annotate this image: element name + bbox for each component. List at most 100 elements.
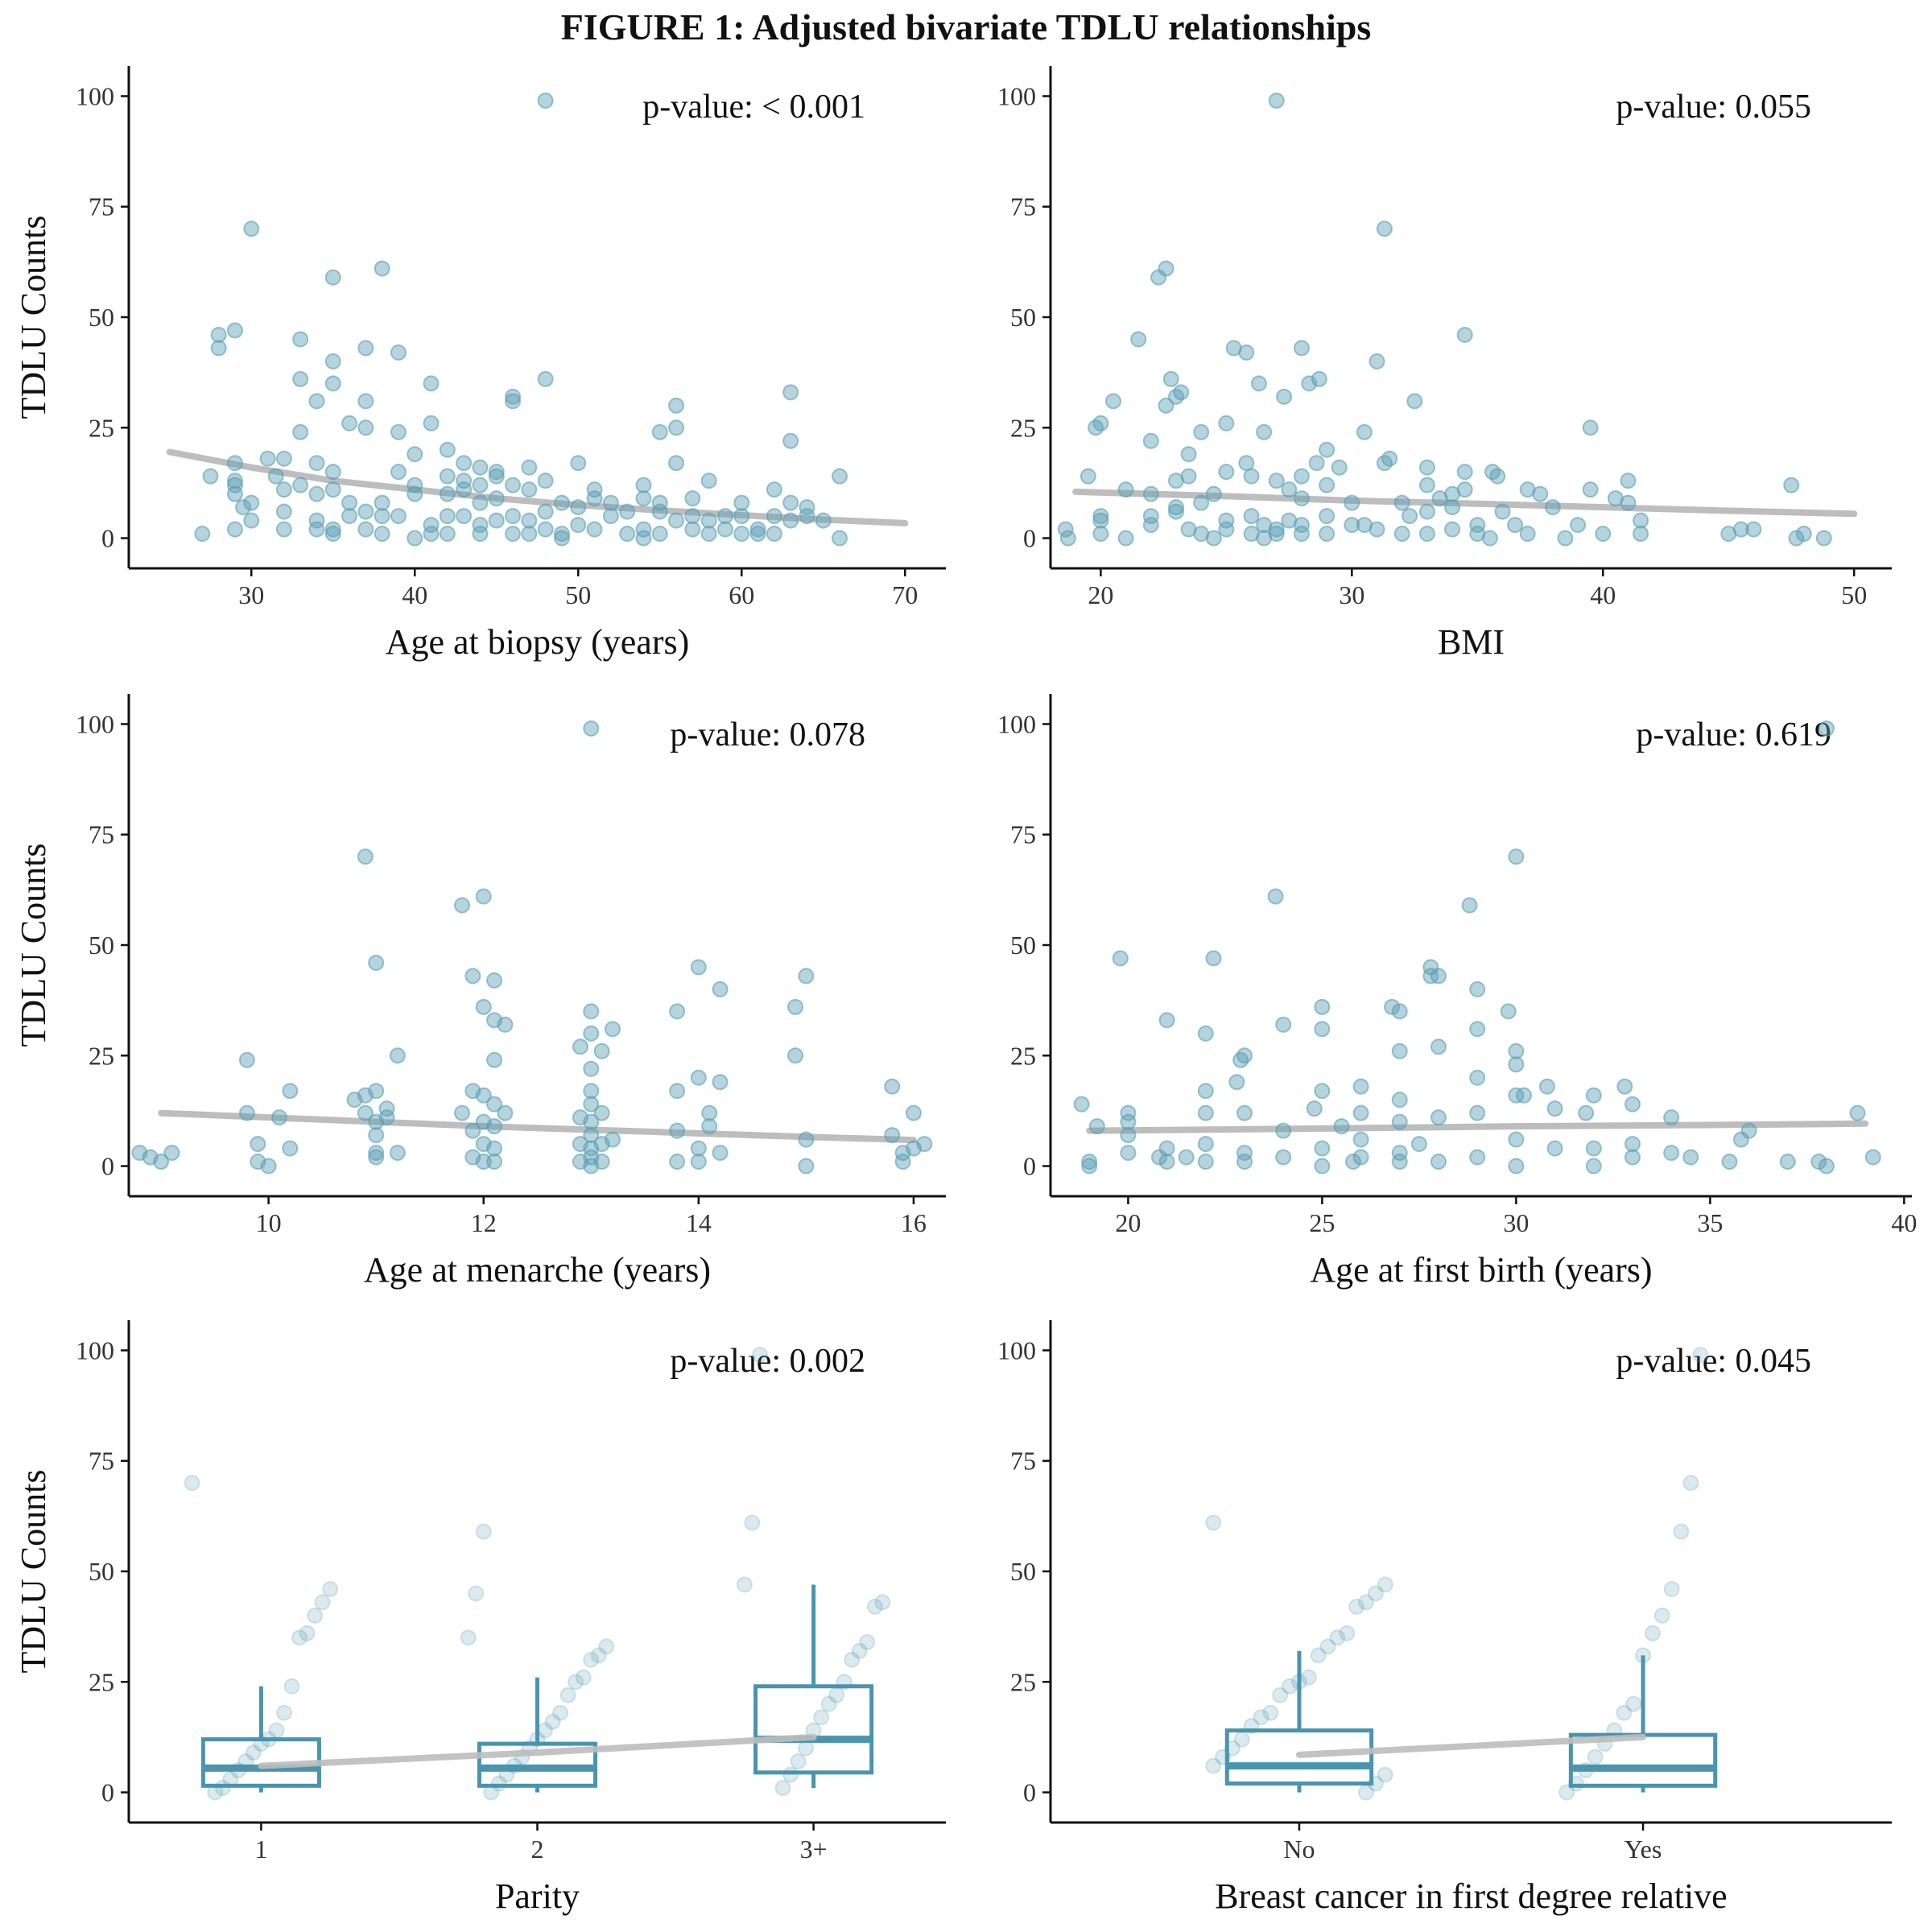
data-point <box>407 485 423 502</box>
data-point <box>283 1678 300 1695</box>
data-point <box>583 1083 600 1100</box>
y-tick-label: 75 <box>89 1447 114 1476</box>
data-point <box>782 512 799 529</box>
data-point <box>552 1704 569 1721</box>
data-point <box>1130 331 1147 348</box>
data-point <box>586 481 603 498</box>
data-point <box>308 455 325 472</box>
data-point <box>307 1607 324 1624</box>
y-tick-label: 0 <box>101 1152 114 1181</box>
y-tick-label: 75 <box>89 192 114 221</box>
data-point <box>1391 1003 1408 1020</box>
data-point <box>586 490 603 507</box>
data-point <box>1092 415 1109 431</box>
data-point <box>1368 521 1385 538</box>
data-point <box>486 1140 503 1157</box>
data-point <box>635 490 652 507</box>
data-point <box>1625 1695 1642 1712</box>
data-point <box>583 1651 600 1668</box>
data-point <box>324 353 341 369</box>
data-point <box>669 1122 686 1139</box>
data-point <box>1546 1100 1563 1117</box>
data-point <box>1469 980 1486 997</box>
data-point <box>390 423 407 440</box>
x-axis-title: Age at first birth (years) <box>1310 1250 1652 1290</box>
chart-panel-3: 0 25 50 75 100 10 12 14 16 Age at menarche (years… <box>14 694 946 1290</box>
data-point <box>832 468 848 485</box>
data-point <box>475 1523 492 1540</box>
data-point <box>163 1145 180 1162</box>
data-point <box>1557 530 1574 547</box>
data-point <box>472 517 489 534</box>
data-point <box>859 1633 876 1650</box>
data-point <box>210 340 227 357</box>
data-point <box>635 477 652 493</box>
data-point <box>1293 340 1310 357</box>
data-point <box>1585 1087 1602 1104</box>
data-point <box>1358 1594 1375 1611</box>
data-point <box>226 521 243 538</box>
y-axis-title: TDLU Counts <box>14 1470 53 1674</box>
data-point <box>1783 477 1800 493</box>
data-point <box>1430 1109 1447 1126</box>
data-point <box>226 485 243 502</box>
x-tick-label: 12 <box>471 1208 497 1237</box>
data-point <box>669 1083 686 1100</box>
data-point <box>798 1158 815 1174</box>
y-tick-label: 25 <box>89 413 114 442</box>
data-point <box>521 526 538 543</box>
x-tick-label: 14 <box>686 1208 712 1237</box>
data-point <box>497 1016 514 1033</box>
data-point <box>905 1104 922 1121</box>
x-axis-title: Age at biopsy (years) <box>386 622 690 662</box>
data-point <box>916 1136 933 1153</box>
data-point <box>1333 1118 1350 1135</box>
data-point <box>1314 1158 1331 1174</box>
data-point <box>1633 512 1649 529</box>
data-point <box>559 1686 576 1703</box>
data-point <box>1120 1113 1137 1130</box>
data-point <box>357 848 374 865</box>
data-point <box>390 344 407 361</box>
y-tick-label: 50 <box>89 931 114 960</box>
data-point <box>374 508 390 525</box>
data-point <box>733 508 750 525</box>
data-point <box>308 485 325 502</box>
data-point <box>1418 526 1435 543</box>
data-point <box>744 1514 761 1531</box>
data-point <box>1393 526 1410 543</box>
data-point <box>583 1003 600 1020</box>
data-point <box>1308 455 1325 472</box>
data-point <box>243 494 260 511</box>
data-point <box>1644 1624 1661 1641</box>
data-point <box>572 1038 588 1055</box>
data-point <box>497 1104 514 1121</box>
data-point <box>1391 1092 1408 1108</box>
data-point <box>357 393 374 410</box>
data-point <box>238 1051 255 1068</box>
data-point <box>357 419 374 436</box>
data-point <box>270 1109 287 1126</box>
y-tick-label: 25 <box>1010 1667 1036 1696</box>
data-point <box>782 494 799 511</box>
data-point <box>475 888 492 905</box>
data-point <box>1268 521 1285 538</box>
data-point <box>1339 1624 1356 1641</box>
data-point <box>275 1704 292 1721</box>
x-tick-label: 16 <box>901 1208 927 1237</box>
data-point <box>1418 503 1435 520</box>
data-point <box>378 1100 395 1117</box>
data-point <box>1864 1149 1881 1166</box>
data-point <box>464 968 481 985</box>
y-tick-label: 75 <box>89 820 114 849</box>
data-point <box>1367 1585 1384 1602</box>
x-tick-label: 50 <box>1841 580 1867 609</box>
data-point <box>1228 1074 1245 1091</box>
data-point <box>1197 1154 1214 1170</box>
data-point <box>1582 419 1599 436</box>
data-point <box>314 1594 331 1611</box>
data-point <box>505 526 522 543</box>
chart-panel-5: 0 25 50 75 100 1 2 3+ Parity TDLU Counts p-value: … <box>14 1320 946 1916</box>
chart-panel-1: 0 25 50 75 100 30 40 50 60 70 Age at biopsy (years… <box>14 66 946 662</box>
data-point <box>488 490 505 507</box>
